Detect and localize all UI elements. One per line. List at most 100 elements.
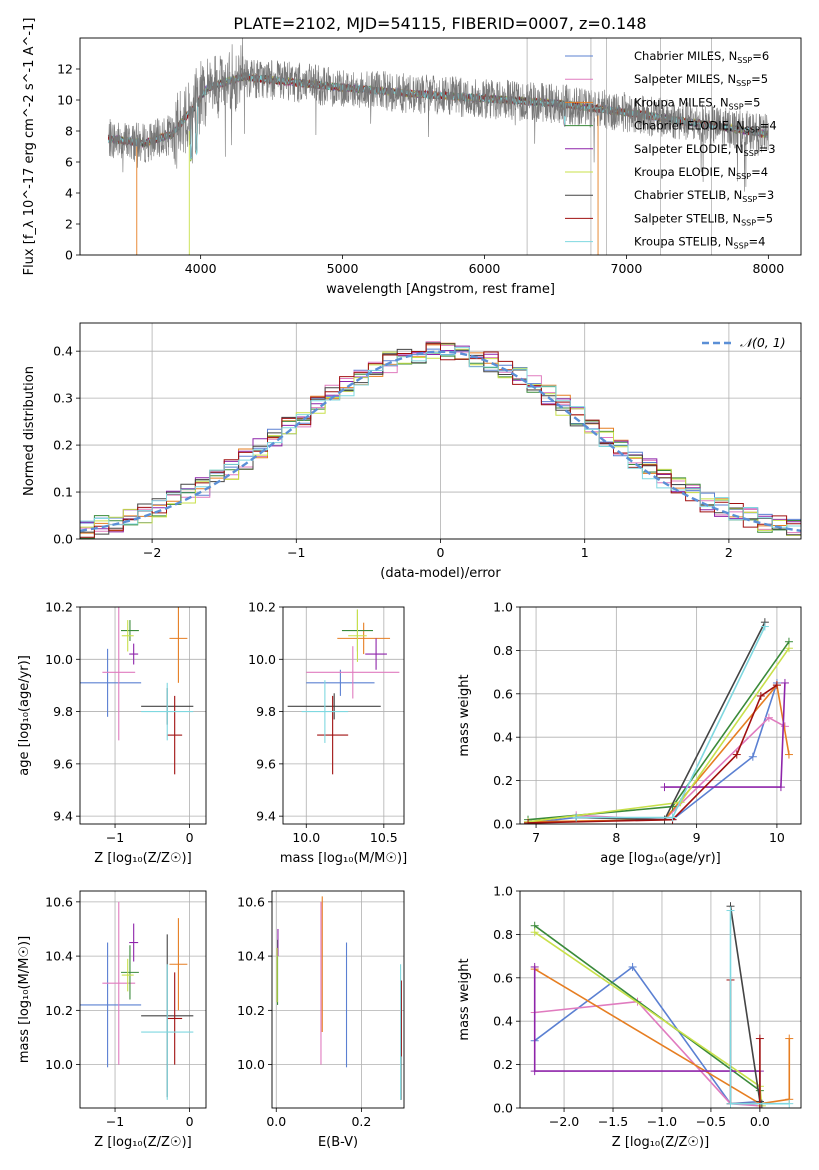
x-tick-label: −0.5 <box>696 1114 726 1129</box>
legend-subscript: SSP <box>742 195 757 204</box>
x-axis-label: Z [log₁₀(Z/Z☉)] <box>94 851 191 866</box>
legend-count: =4 <box>751 165 768 179</box>
errorbar-chabrier-miles <box>80 648 142 717</box>
y-tick-label: 10.2 <box>45 1003 73 1018</box>
x-tick-label: 10.5 <box>370 830 398 845</box>
weight-point <box>668 813 677 822</box>
legend-subscript: SSP <box>729 102 744 111</box>
weight-point <box>760 622 769 631</box>
data-layer <box>80 341 801 539</box>
x-tick-label: 9 <box>693 830 701 845</box>
axes-frame: −2 −1 0 1 2 0.0 0.1 0.2 0.3 0.4 (data-model)/error… <box>22 322 802 581</box>
x-tick-label: −2.0 <box>549 1114 579 1129</box>
weight-point <box>530 1067 539 1076</box>
weight-point <box>530 962 539 971</box>
y-tick-label: 4 <box>65 186 73 201</box>
x-tick-label: 10 <box>769 830 785 845</box>
weight-line-chabrier-elodie <box>527 641 790 821</box>
x-tick-label: 2 <box>725 545 733 560</box>
x-tick-label: −2 <box>143 545 161 560</box>
data-layer <box>80 607 194 775</box>
weight-point <box>524 818 533 824</box>
figure-title: PLATE=2102, MJD=54115, FIBERID=0007, z=0… <box>233 14 646 33</box>
legend-subscript: SSP <box>744 149 759 158</box>
x-tick-label: 0.2 <box>351 1114 371 1129</box>
x-tick-label: 7000 <box>611 261 643 276</box>
legend: 𝒩(0, 1) <box>702 335 786 350</box>
axes-frame: 4000 5000 6000 7000 8000 0 2 4 6 8 10 12 wavelength … <box>22 18 802 297</box>
y-tick-label: 1.0 <box>493 884 513 899</box>
axes-border <box>79 890 207 1109</box>
x-tick-label: −1 <box>287 545 305 560</box>
errorbar-chabrier-stelib <box>287 693 381 720</box>
plot-weight-vs-z: −2.0 −1.5 −1.0 −0.5 0.0 0.0 0.2 0.4 0.6 0.8 1.0 Z [… <box>457 884 802 1150</box>
y-tick-label: 2 <box>65 217 73 232</box>
weight-point <box>784 750 793 759</box>
y-tick-label: 0.8 <box>493 643 513 658</box>
errorbar-salpeter-elodie <box>129 923 139 962</box>
axes-border <box>282 606 405 825</box>
y-tick-label: 0.0 <box>53 532 73 547</box>
y-tick-label: 1.0 <box>493 600 513 615</box>
plot-mass-vs-ebv: 0.0 0.2 10.0 10.2 10.4 10.6 E(B-V) <box>237 890 405 1150</box>
errorbar-salpeter-stelib <box>317 695 349 775</box>
grid-lines <box>272 891 404 1108</box>
y-tick-label: 0.3 <box>53 391 73 406</box>
legend-count: =5 <box>756 211 773 225</box>
plot-spectrum: 4000 5000 6000 7000 8000 0 2 4 6 8 10 12 wavelength … <box>22 18 802 297</box>
grid-lines <box>520 890 801 1109</box>
legend-subscript: SSP <box>734 242 749 251</box>
y-axis-label: Normed distribution <box>22 366 37 496</box>
grid-lines <box>80 891 206 1108</box>
weight-point <box>726 906 735 915</box>
weight-point <box>756 691 765 700</box>
weight-line-chabrier-elodie <box>534 925 761 1092</box>
y-tick-label: 9.4 <box>256 809 276 824</box>
x-tick-label: 0 <box>186 830 194 845</box>
legend-entry: Kroupa STELIB, NSSP=4 <box>634 235 765 251</box>
weight-point <box>755 1034 764 1043</box>
weight-line-salpeter-miles <box>534 1000 760 1107</box>
weight-point <box>628 962 637 971</box>
errorbar-salpeter-stelib <box>167 972 183 1065</box>
x-tick-label: 4000 <box>185 261 217 276</box>
legend-entry: Kroupa MILES, NSSP=5 <box>634 95 760 111</box>
errorbar-kroupa-miles <box>337 622 391 655</box>
legend-label: Kroupa STELIB, N <box>634 235 734 249</box>
errorbar-salpeter-elodie <box>129 643 139 665</box>
errorbar-chabrier-elodie <box>121 620 139 641</box>
x-axis-label: wavelength [Angstrom, rest frame] <box>326 282 555 297</box>
x-tick-label: 7 <box>532 830 540 845</box>
legend-label: Kroupa MILES, N <box>634 95 729 109</box>
y-tick-label: 9.4 <box>53 809 73 824</box>
y-axis-label: Flux [f_λ 10^-17 erg cm^-2 s^-1 A^-1] <box>22 18 37 276</box>
weight-point <box>785 1034 794 1043</box>
gaussian-curve <box>80 350 801 532</box>
legend-entry: Salpeter ELODIE, NSSP=3 <box>634 142 776 158</box>
weight-point <box>530 928 539 937</box>
axes-frame: 10.0 10.5 9.4 9.6 9.8 10.0 10.2 mass [log₁₀(M/M… <box>248 600 407 867</box>
errorbar-salpeter-miles <box>306 646 400 699</box>
y-tick-label: 0.1 <box>53 485 73 500</box>
x-axis-label: Z [log₁₀(Z/Z☉)] <box>612 1135 709 1150</box>
y-tick-label: 0.6 <box>493 970 513 985</box>
y-tick-label: 8 <box>65 124 73 139</box>
errorbar-kroupa-elodie <box>121 620 134 652</box>
legend-label: Chabrier ELODIE, N <box>634 119 745 133</box>
x-tick-label: −1.0 <box>647 1114 677 1129</box>
errorbar-kroupa-miles <box>169 918 188 1011</box>
legend-label: Chabrier STELIB, N <box>634 188 742 202</box>
y-tick-label: 10.0 <box>45 652 73 667</box>
legend-label: Salpeter STELIB, N <box>634 211 741 225</box>
plot-residuals: −2 −1 0 1 2 0.0 0.1 0.2 0.3 0.4 (data-model)/error… <box>22 322 802 581</box>
x-axis-label: Z [log₁₀(Z/Z☉)] <box>94 1135 191 1150</box>
weight-line-kroupa-miles <box>527 683 790 823</box>
axes-border <box>519 890 802 1109</box>
legend-count: =6 <box>752 49 769 63</box>
y-tick-label: 9.6 <box>256 756 276 771</box>
x-axis-label: mass [log₁₀(M/M☉)] <box>280 851 407 866</box>
x-tick-label: −1 <box>106 830 124 845</box>
observed-spectrum-line <box>108 38 769 192</box>
x-tick-label: −1.5 <box>598 1114 628 1129</box>
legend-subscript: SSP <box>736 172 751 181</box>
